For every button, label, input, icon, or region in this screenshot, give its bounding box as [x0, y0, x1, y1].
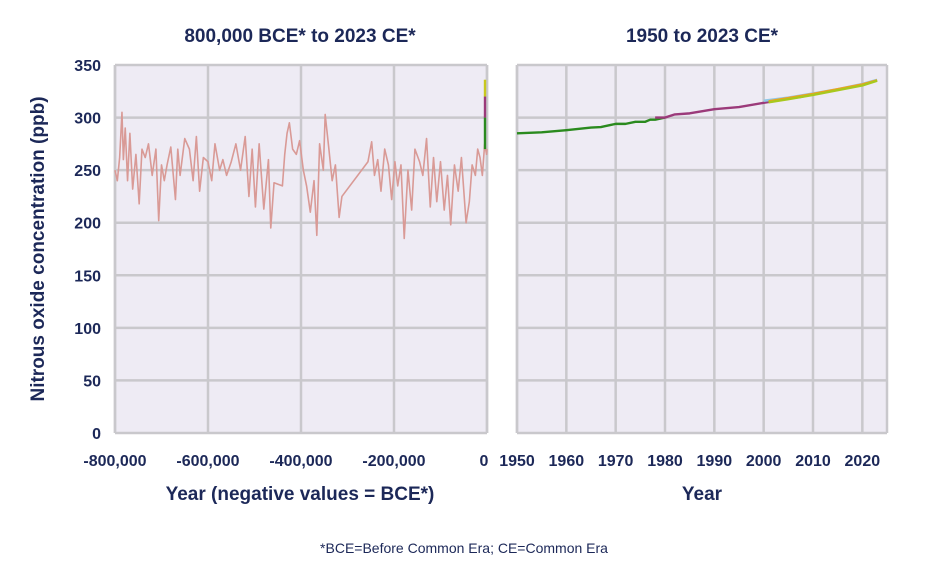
- right-x-tick-label: 2000: [746, 453, 782, 470]
- y-tick-label: 50: [83, 373, 101, 390]
- right-x-tick-label: 1960: [549, 453, 585, 470]
- left-x-tick-label: -200,000: [362, 453, 425, 470]
- right-series-line-4: [768, 79, 878, 104]
- left-series-line-0: [114, 111, 488, 240]
- y-tick-label: 150: [74, 268, 101, 285]
- right-chart-title: 1950 to 2023 CE*: [626, 26, 779, 47]
- y-tick-label: 350: [74, 58, 101, 75]
- right-x-axis-label: Year: [682, 484, 723, 505]
- left-chart-title: 800,000 BCE* to 2023 CE*: [184, 26, 416, 47]
- y-tick-label: 300: [74, 111, 101, 128]
- y-tick-label: 250: [74, 163, 101, 180]
- right-x-tick-label: 1970: [598, 453, 634, 470]
- footnote: *BCE=Before Common Era; CE=Common Era: [320, 540, 608, 556]
- y-tick-label: 200: [74, 216, 101, 233]
- right-x-tick-label: 1950: [499, 453, 535, 470]
- left-x-tick-label: -400,000: [269, 453, 332, 470]
- left-x-tick-label: -800,000: [83, 453, 146, 470]
- right-x-tick-label: 2020: [845, 453, 881, 470]
- left-x-axis-label: Year (negative values = BCE*): [166, 484, 435, 505]
- left-x-tick-label: 0: [480, 453, 489, 470]
- right-x-tick-label: 1980: [647, 453, 683, 470]
- right-series-line-0: [516, 116, 666, 135]
- right-plot-area: [517, 65, 887, 433]
- left-x-tick-label: -600,000: [176, 453, 239, 470]
- y-tick-label: 100: [74, 321, 101, 338]
- y-axis-label: Nitrous oxide concentration (ppb): [28, 96, 49, 401]
- right-x-tick-label: 2010: [795, 453, 831, 470]
- right-x-tick-label: 1990: [697, 453, 733, 470]
- y-tick-label: 0: [92, 426, 101, 443]
